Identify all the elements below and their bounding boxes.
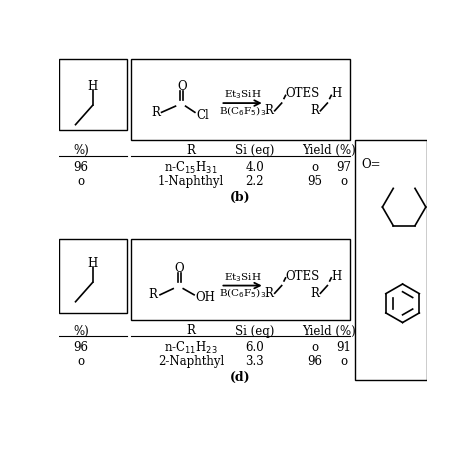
- Text: O=: O=: [362, 158, 381, 171]
- Text: R: R: [151, 106, 160, 119]
- Text: Et$_3$SiH: Et$_3$SiH: [224, 271, 261, 283]
- Bar: [355, 140, 427, 380]
- Text: 3.3: 3.3: [245, 356, 264, 368]
- Text: %): %): [73, 144, 89, 157]
- Text: R: R: [310, 287, 319, 300]
- Text: o: o: [311, 161, 319, 174]
- Text: 96: 96: [73, 161, 89, 174]
- Text: 1-Naphthyl: 1-Naphthyl: [158, 175, 224, 188]
- Text: 6.0: 6.0: [245, 341, 264, 355]
- Text: H: H: [87, 80, 98, 92]
- Text: Et$_3$SiH: Et$_3$SiH: [224, 88, 261, 101]
- Text: Yield (%): Yield (%): [302, 325, 356, 337]
- Text: Yield (%): Yield (%): [302, 144, 356, 157]
- Text: O: O: [177, 80, 186, 92]
- Text: B(C$_6$F$_5$)$_3$: B(C$_6$F$_5$)$_3$: [219, 104, 266, 118]
- Text: R: R: [187, 325, 195, 337]
- Text: o: o: [77, 175, 84, 188]
- Bar: [59, 59, 127, 130]
- Text: 4.0: 4.0: [245, 161, 264, 174]
- Bar: [130, 239, 350, 320]
- Text: H: H: [331, 270, 342, 283]
- Text: o: o: [77, 356, 84, 368]
- Text: R: R: [187, 144, 195, 157]
- Text: 96: 96: [308, 356, 322, 368]
- Bar: [59, 239, 127, 312]
- Text: B(C$_6$F$_5$)$_3$: B(C$_6$F$_5$)$_3$: [219, 286, 266, 300]
- Text: 2-Naphthyl: 2-Naphthyl: [158, 356, 224, 368]
- Text: (d): (d): [230, 371, 251, 383]
- Text: 97: 97: [336, 161, 351, 174]
- Text: (b): (b): [230, 191, 251, 203]
- Text: R: R: [149, 288, 158, 301]
- Text: H: H: [87, 257, 98, 270]
- Text: o: o: [340, 356, 347, 368]
- Text: O: O: [174, 262, 184, 275]
- Text: n-C$_{15}$H$_{31}$: n-C$_{15}$H$_{31}$: [164, 160, 218, 176]
- Text: R: R: [264, 287, 273, 300]
- Text: 95: 95: [308, 175, 322, 188]
- Text: Cl: Cl: [196, 109, 209, 122]
- Text: 96: 96: [73, 341, 89, 355]
- Text: R: R: [264, 104, 273, 117]
- Text: n-C$_{11}$H$_{23}$: n-C$_{11}$H$_{23}$: [164, 340, 218, 356]
- Text: OTES: OTES: [285, 87, 320, 100]
- Text: 91: 91: [336, 341, 351, 355]
- Text: Si (eq): Si (eq): [235, 144, 274, 157]
- Text: OH: OH: [196, 292, 216, 304]
- Text: o: o: [340, 175, 347, 188]
- Text: o: o: [311, 341, 319, 355]
- Bar: [130, 59, 350, 140]
- Text: R: R: [310, 104, 319, 117]
- Text: 2.2: 2.2: [246, 175, 264, 188]
- Text: Si (eq): Si (eq): [235, 325, 274, 337]
- Text: OTES: OTES: [285, 270, 320, 283]
- Text: H: H: [331, 87, 342, 100]
- Text: %): %): [73, 325, 89, 337]
